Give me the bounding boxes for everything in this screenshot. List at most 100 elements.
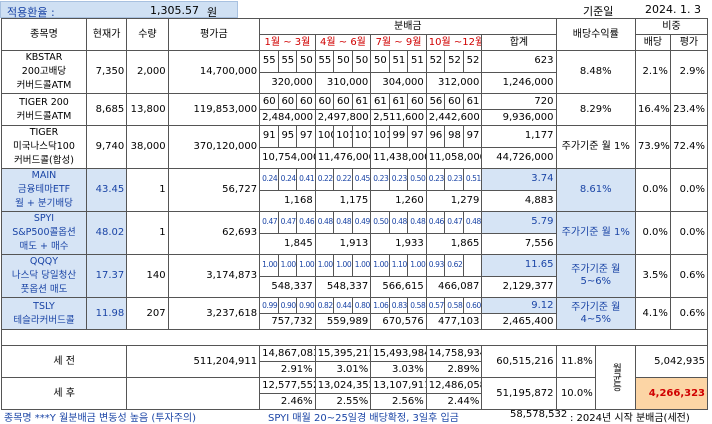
posttax-value xyxy=(126,377,261,410)
stock-row-quarter: 1,168 1,175 1,260 1,279 4,883 xyxy=(2,189,708,212)
pretax-quarter: 14,867,083 xyxy=(259,345,316,362)
monthly-dist: 1.00 xyxy=(277,254,298,277)
monthly-sum: 5.79 xyxy=(481,211,557,234)
monthly-dist: 50 xyxy=(296,50,316,73)
pretax-row-pct: 2.91% 3.01% 3.03% 2.89% xyxy=(2,361,708,378)
weight-div: 73.9% xyxy=(635,125,671,169)
dividend-yield: 주가기준 월 1% xyxy=(555,211,637,255)
monthly-dist: 0.50 xyxy=(407,168,427,191)
quarter-dist: 1,260 xyxy=(370,189,427,212)
stock-row: KBSTAR 200고배당 커버드콜ATM 7,350 2,000 14,700,000 5… xyxy=(1,50,709,94)
monthly-dist: 55 xyxy=(277,50,298,73)
quarter-dist: 566,615 xyxy=(370,275,427,298)
posttax-quarter-pct: 2.44% xyxy=(425,393,483,410)
stock-value: 14,700,000 xyxy=(167,50,261,94)
monthly-sum: 11.65 xyxy=(481,254,557,277)
monthly-dist: 0.23 xyxy=(388,168,409,191)
monthly-dist: 0.22 xyxy=(333,168,353,191)
monthly-dist: 0.47 xyxy=(444,211,464,234)
posttax-quarter: 12,486,058 xyxy=(425,377,483,394)
stock-row-quarter: 10,754,000 11,476,000 11,438,000 11,058,000… xyxy=(2,146,708,169)
monthly-dist: 0.90 xyxy=(277,297,298,314)
weight-val: 23.4% xyxy=(669,93,709,126)
stock-qty: 140 xyxy=(126,254,169,298)
monthly-dist: 0.48 xyxy=(314,211,335,234)
stock-row-quarter: 320,000 310,000 304,000 312,000 1,246,000 xyxy=(2,71,708,94)
stock-row-quarter: 2,484,000 2,497,800 2,511,600 2,442,600 9,93… xyxy=(2,109,708,126)
stock-qty: 13,800 xyxy=(126,93,169,126)
exchange-rate-box: 적용환율 : 1,305.57 원 xyxy=(0,1,238,19)
spacer xyxy=(1,329,708,346)
dividend-table: 종목명 현재가 수량 평가금 분배금 배당수익률 비중 1월 ~ 3월 4월 ~… xyxy=(0,18,709,410)
monthly-dist: 0.83 xyxy=(388,297,409,314)
stock-price: 43.45 xyxy=(85,168,128,212)
stock-name-line: 나스닥 당일청산 xyxy=(11,270,77,281)
posttax-quarter-pct: 2.55% xyxy=(314,393,372,410)
header-weight: 비중 xyxy=(635,18,708,35)
monthly-dist: 60 xyxy=(444,93,464,110)
pretax-quarter-pct: 3.01% xyxy=(314,361,372,378)
stock-row-quarter: 1,845 1,913 1,933 1,865 7,556 xyxy=(2,232,708,255)
stock-price: 8,685 xyxy=(85,93,128,126)
quarter-dist: 1,175 xyxy=(314,189,372,212)
quarter-sum: 44,726,000 xyxy=(481,146,557,169)
stock-price: 48.02 xyxy=(85,211,128,255)
monthly-sum: 3.74 xyxy=(481,168,557,191)
stock-name-line: SPYI xyxy=(33,213,55,224)
monthly-sum: 9.12 xyxy=(481,297,557,314)
pretax-value: 511,204,911 xyxy=(126,345,261,378)
quarter-dist: 2,511,600 xyxy=(370,109,427,126)
header-price: 현재가 xyxy=(85,18,128,51)
quarter-sum: 2,465,400 xyxy=(481,313,557,330)
monthly-dist: 0.48 xyxy=(388,211,409,234)
pretax-quarter-pct: 2.91% xyxy=(259,361,316,378)
stock-row: TIGER 미국나스닥100 커버드콜(합성) 9,740 38,000 370,120,… xyxy=(1,125,709,169)
header-sum: 합계 xyxy=(481,34,557,51)
stock-name-line: TIGER 200 xyxy=(19,96,69,108)
stock-name-line: 미국나스닥100 xyxy=(13,141,75,152)
monthly-dist: 0.48 xyxy=(333,211,353,234)
monthly-dist: 60 xyxy=(314,93,335,110)
quarter-dist: 1,168 xyxy=(259,189,316,212)
stock-name: TIGER 미국나스닥100 커버드콜(합성) xyxy=(1,125,87,169)
monthly-equal-label: 월균등 xyxy=(594,345,637,410)
monthly-dist: 51 xyxy=(388,50,409,73)
base-date-label: 기준일 xyxy=(583,5,614,18)
monthly-sum: 720 xyxy=(481,93,557,110)
monthly-dist: 0.57 xyxy=(425,297,446,314)
posttax-quarter-pct: 2.56% xyxy=(370,393,427,410)
quarter-dist: 310,000 xyxy=(314,71,372,94)
stock-qty: 1 xyxy=(126,211,169,255)
monthly-dist: 61 xyxy=(388,93,409,110)
stock-qty: 207 xyxy=(126,297,169,330)
monthly-dist: 0.99 xyxy=(259,297,279,314)
quarter-dist: 670,576 xyxy=(370,313,427,330)
quarter-dist: 1,845 xyxy=(259,232,316,255)
monthly-dist: 0.24 xyxy=(277,168,298,191)
monthly-dist: 1.00 xyxy=(259,254,279,277)
monthly-dist: 60 xyxy=(333,93,353,110)
pretax-quarter-pct: 2.89% xyxy=(425,361,483,378)
monthly-dist: 51 xyxy=(407,50,427,73)
monthly-dist: 0.47 xyxy=(259,211,279,234)
exchange-rate-unit: 원 xyxy=(207,6,218,19)
monthly-dist: 101 xyxy=(370,125,390,148)
stock-name: KBSTAR 200고배당 커버드콜ATM xyxy=(1,50,87,94)
monthly-dist: 101 xyxy=(351,125,372,148)
monthly-dist: 0.49 xyxy=(351,211,372,234)
exchange-rate-value: 1,305.57 xyxy=(150,4,199,17)
stock-name-line: S&P500콜옵션 xyxy=(12,227,76,238)
stock-name: SPYI S&P500콜옵션 매도 + 매수 xyxy=(1,211,87,255)
weight-div: 16.4% xyxy=(635,93,671,126)
monthly-dist: 97 xyxy=(462,125,483,148)
stock-qty: 2,000 xyxy=(126,50,169,94)
monthly-dist: 1.00 xyxy=(370,254,390,277)
quarter-sum: 7,556 xyxy=(481,232,557,255)
stock-row: TIGER 200 커버드콜ATM 8,685 13,800 119,853,000 60… xyxy=(1,93,709,126)
monthly-dist: 52 xyxy=(425,50,446,73)
monthly-dist: 0.93 xyxy=(425,254,446,277)
posttax-row: 세 후 12,577,552 13,024,352 13,107,911 12,486,… xyxy=(0,377,708,410)
stock-row: TSLY 테슬라커버드콜 11.98 207 3,237,618 0.99 0.90 0.90… xyxy=(1,297,709,330)
stock-qty: 38,000 xyxy=(126,125,169,169)
posttax-yield: 10.0% xyxy=(555,377,596,410)
